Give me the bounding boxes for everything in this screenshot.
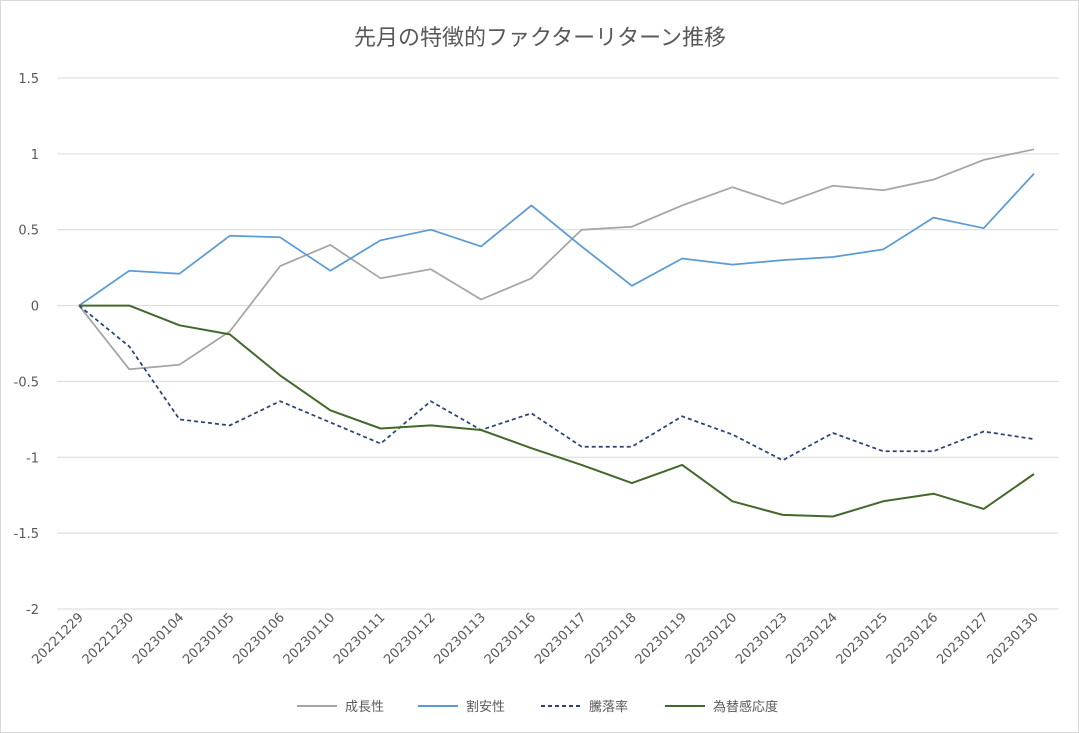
x-tick-label: 20230118 — [582, 610, 639, 667]
chart-title: 先月の特徴的ファクターリターン推移 — [354, 26, 726, 51]
grid-lines — [57, 77, 1059, 610]
y-axis-ticks: 1.5 1 0.5 0 -0.5 -1 -1.5 -2 — [14, 72, 39, 618]
legend-label: 成長性 — [345, 700, 384, 715]
x-tick-label: 20230112 — [381, 610, 438, 667]
x-tick-label: 20230124 — [783, 610, 840, 667]
x-tick-label: 20230116 — [482, 610, 539, 667]
series-lines — [78, 148, 1035, 518]
x-tick-label: 20221230 — [80, 610, 137, 667]
series-line-0 — [78, 148, 1035, 371]
series-line-3 — [79, 304, 1035, 518]
y-tick-label: 1 — [31, 148, 39, 163]
x-tick-label: 20230104 — [130, 610, 187, 667]
y-tick-label: 1.5 — [18, 72, 39, 87]
y-tick-label: -2 — [26, 603, 39, 618]
series-line-1 — [78, 173, 1035, 307]
x-tick-label: 20230123 — [733, 610, 790, 667]
x-tick-label: 20230117 — [532, 610, 589, 667]
x-tick-label: 20230126 — [884, 610, 941, 667]
y-tick-label: 0.5 — [18, 224, 39, 239]
legend: 成長性 割安性 騰落率 為替感応度 — [297, 699, 778, 715]
legend-label: 為替感応度 — [713, 699, 778, 715]
x-tick-label: 20230110 — [281, 610, 338, 667]
y-tick-label: -0.5 — [14, 375, 39, 390]
x-tick-label: 20230120 — [683, 610, 740, 667]
x-tick-label: 20230113 — [432, 610, 489, 667]
y-tick-label: 0 — [31, 300, 39, 315]
x-tick-label: 20230119 — [633, 610, 690, 667]
x-tick-label: 20230130 — [984, 610, 1041, 667]
x-tick-label: 20230106 — [230, 610, 287, 667]
x-tick-label: 20221229 — [29, 610, 86, 667]
x-axis-ticks: 2022122920221230202301042023010520230106… — [29, 610, 1041, 667]
x-tick-label: 20230111 — [331, 610, 388, 667]
x-tick-label: 20230105 — [180, 610, 237, 667]
y-tick-label: -1.5 — [14, 527, 39, 542]
y-tick-label: -1 — [26, 451, 39, 466]
x-tick-label: 20230125 — [834, 610, 891, 667]
legend-label: 騰落率 — [589, 699, 628, 715]
series-line-2 — [78, 304, 1035, 462]
x-tick-label: 20230127 — [934, 610, 991, 667]
legend-label: 割安性 — [466, 699, 505, 715]
